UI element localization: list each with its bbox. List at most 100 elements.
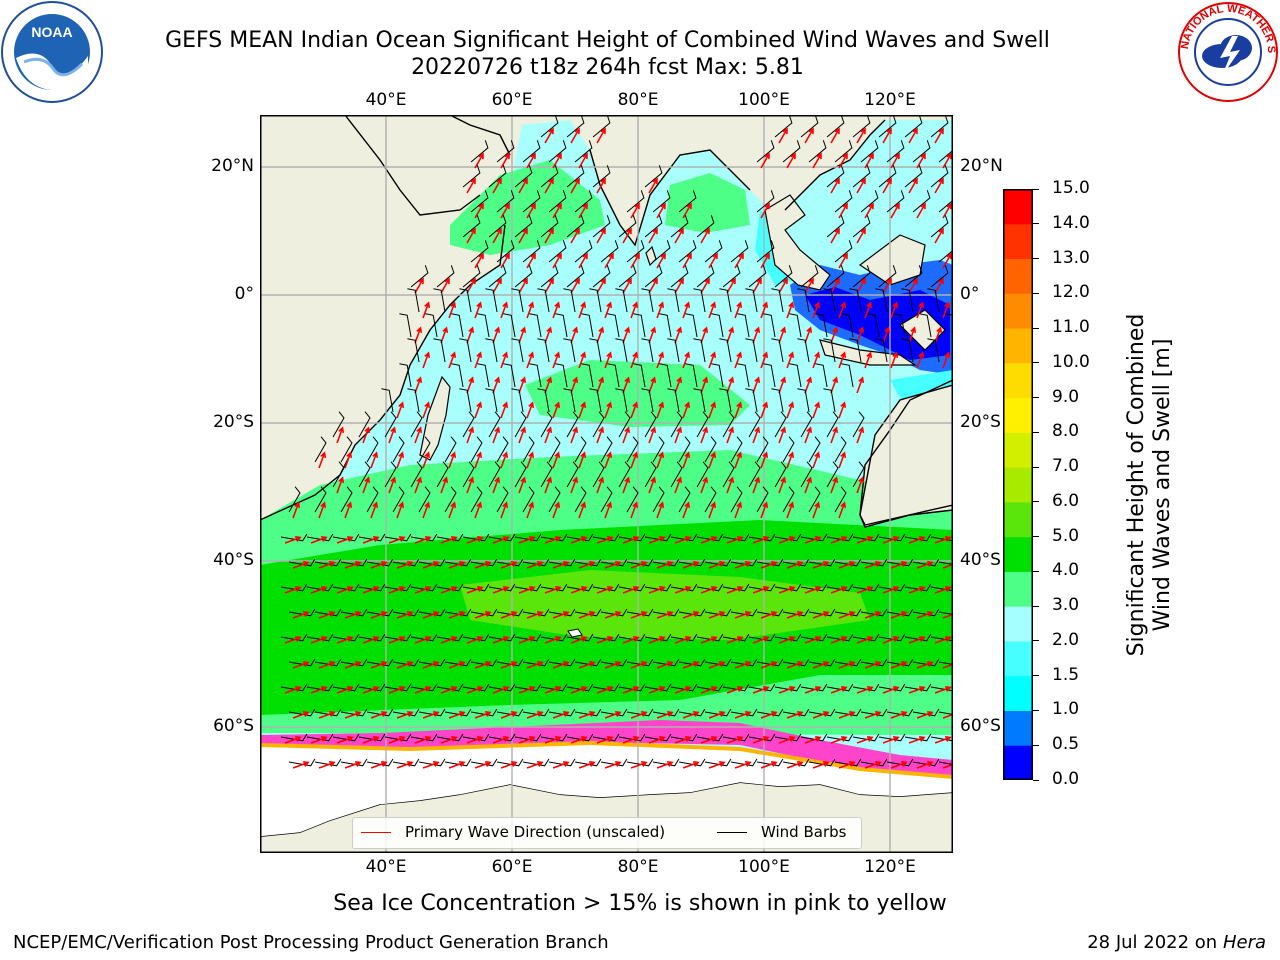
wind-barb [763,313,776,338]
wind-barb [418,658,446,667]
wave-direction-arrow [864,152,874,169]
wave-direction-arrow [804,636,822,644]
wind-barb [745,338,758,363]
wave-direction-arrow [734,401,743,419]
wave-direction-arrow [630,661,648,669]
wave-direction-arrow [622,476,631,494]
wave-direction-arrow [570,376,579,394]
wind-barb-swatch [717,832,747,833]
wind-barb [659,313,672,338]
wave-direction-arrow [778,586,796,594]
wind-barb [904,633,932,642]
wind-barb [566,165,585,188]
wind-barb [826,411,839,438]
wave-direction-arrow [942,351,951,369]
wave-direction-arrow [648,636,666,644]
wind-barb [306,583,334,592]
wind-barb [314,658,342,667]
wind-barb [808,486,821,513]
wind-barb [782,558,810,567]
wave-direction-arrow [414,277,424,294]
wave-direction-arrow [916,152,926,169]
wave-direction-arrow [882,536,900,544]
wave-direction-arrow [466,326,475,344]
wave-direction-arrow [838,711,856,719]
lon-tick-top: 40°E [365,90,407,110]
wind-barb [938,661,953,665]
wind-barb [852,215,871,238]
wave-direction-arrow [760,501,769,519]
wave-direction-arrow [578,611,596,619]
wind-barb [737,313,750,338]
wind-barb [938,761,953,765]
wind-barb [945,313,953,318]
wave-direction-arrow [570,127,580,144]
wave-direction-arrow [656,711,674,719]
wind-barb [436,583,464,592]
wave-direction-arrow [648,227,658,244]
wave-direction-arrow [700,227,710,244]
wind-barb [574,436,587,463]
wave-direction-arrow [552,202,562,219]
wave-direction-arrow [552,451,561,469]
wave-direction-arrow [838,501,847,519]
wind-barb [626,608,654,617]
wind-barb [678,436,691,463]
wave-direction-arrow [344,761,362,769]
wave-direction-arrow [492,636,510,644]
wind-barb [800,683,828,692]
wave-direction-arrow [726,636,744,644]
wind-barb [652,558,680,567]
wave-direction-arrow [882,326,891,344]
colorbar-segment [1003,606,1033,642]
colorbar-tick-mark [1033,640,1039,642]
wave-direction-arrow [622,227,632,244]
wave-direction-arrow [448,761,466,769]
vector-field [280,115,953,769]
lat-tick-left: 60°S [213,716,254,736]
wave-direction-arrow [726,426,735,444]
wind-barb [600,558,628,567]
wind-barb [462,165,481,188]
wave-direction-arrow [934,536,952,544]
wind-barb [652,436,665,463]
wave-direction-arrow [804,376,813,394]
wind-barb [314,436,327,463]
wind-barb [834,708,862,717]
wave-direction-arrow [908,736,926,744]
wave-direction-arrow [492,586,510,594]
wave-direction-arrow [682,661,700,669]
wind-barb [696,461,709,488]
wave-direction-arrow [466,476,475,494]
colorbar-tick-mark [1033,744,1039,746]
wind-barb [693,388,706,413]
wind-barb [436,683,464,692]
wind-barb [748,461,761,488]
wave-direction-arrow [630,252,640,269]
wave-direction-arrow [570,636,588,644]
wind-barb [756,758,784,767]
wave-direction-arrow [708,711,726,719]
wind-barb [548,558,576,567]
map-legend: Primary Wave Direction (unscaled) Wind B… [352,817,862,849]
wind-barb [600,436,613,463]
wave-direction-arrow [336,536,354,544]
wave-direction-arrow [630,761,648,769]
wind-barb [789,363,802,388]
wave-direction-arrow [786,661,804,669]
wave-direction-arrow [656,401,665,419]
wind-barb [800,411,813,438]
wave-direction-arrow [552,252,562,269]
wind-barb [756,140,775,163]
wave-direction-arrow [362,686,380,694]
wave-direction-arrow [604,661,622,669]
wave-direction-arrow [578,661,596,669]
wave-direction-arrow [526,451,535,469]
wind-barb [399,313,412,338]
wave-direction-arrow [474,661,492,669]
wave-direction-arrow [414,736,432,744]
wind-barb [592,533,620,542]
wave-direction-arrow [700,736,718,744]
wave-direction-arrow [596,277,606,294]
wind-barb [592,683,620,692]
